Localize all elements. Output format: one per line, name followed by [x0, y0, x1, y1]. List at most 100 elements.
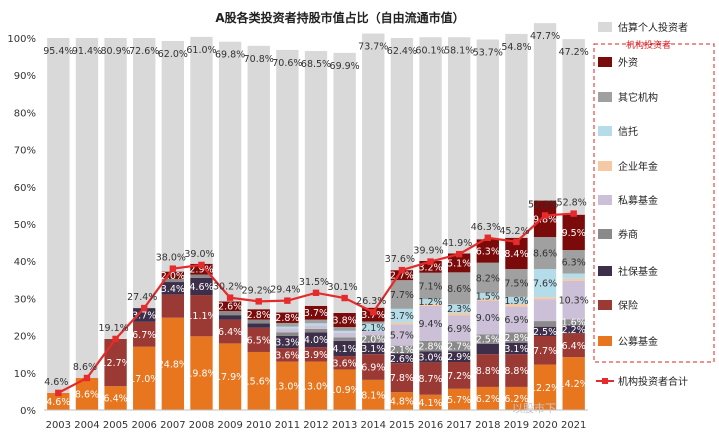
data-label: 5.7% [447, 395, 471, 406]
bar-segment [419, 37, 442, 261]
bar-segment [562, 273, 585, 279]
bar-segment [161, 282, 185, 295]
data-label: 9.5% [562, 228, 586, 239]
y-tick-label: 0% [20, 406, 36, 417]
bar-segment [333, 340, 356, 357]
data-label: 7.5% [504, 278, 528, 289]
bar-segment [304, 51, 328, 306]
data-label: 3.2% [418, 262, 442, 273]
legend-institution-box [593, 43, 715, 363]
legend-label: 机构投资者合计 [618, 375, 688, 388]
bar-segment [505, 269, 528, 297]
data-label: 6.4% [562, 341, 586, 352]
bar-segment [476, 386, 499, 410]
bar-segment [333, 337, 356, 341]
bar-segment [218, 315, 242, 320]
data-label: 8.4% [504, 249, 528, 260]
bar-segment [533, 200, 557, 238]
data-label: 6.4% [104, 394, 128, 405]
data-label: 6.3% [476, 246, 500, 257]
bar-segment [247, 319, 270, 324]
bars [47, 23, 585, 410]
data-label: 11.1% [186, 311, 216, 322]
bar-segment [505, 386, 528, 410]
legend-label: 信托 [618, 125, 638, 138]
data-label: 60.1% [415, 45, 445, 56]
data-label: 19.8% [186, 369, 216, 380]
bar-segment [390, 270, 414, 281]
total-line-label: 27.4% [127, 292, 157, 303]
bar-segment [390, 363, 414, 393]
bar-segment [104, 338, 127, 387]
bar-segment [333, 312, 356, 328]
total-line-marker [484, 234, 491, 241]
bar-segment [247, 351, 270, 410]
total-line-label: 29.4% [270, 285, 300, 296]
bar-segment [276, 49, 299, 313]
legend-swatch [598, 161, 612, 171]
bar-segment [419, 394, 442, 410]
data-label: 17.9% [215, 372, 245, 383]
y-tick-label: 40% [14, 257, 36, 268]
bar-segment [276, 322, 299, 327]
total-line-marker [312, 289, 320, 297]
bar-segment [247, 45, 270, 310]
data-label: 2.8% [418, 342, 442, 353]
y-tick-label: 10% [14, 369, 36, 380]
data-label: 62.0% [158, 49, 188, 60]
total-line-marker [513, 238, 520, 246]
data-label: 1.5% [476, 291, 500, 302]
legend-label: 券商 [618, 228, 638, 241]
x-tick-label: 2005 [103, 420, 128, 431]
bar-segment [533, 299, 557, 322]
bar-segment [247, 327, 270, 352]
data-label: 3.7% [304, 308, 328, 319]
y-tick-label: 30% [14, 294, 36, 305]
data-label: 80.9% [100, 46, 130, 57]
bar-segment [47, 38, 70, 393]
bar-segment [419, 299, 442, 304]
total-line-marker [284, 297, 291, 304]
total-line: 4.6% 8.6% 19.1% 27.4% 38.0%39.0% 30.2%29.2%29… [44, 198, 587, 397]
bar-segment [190, 36, 213, 264]
total-line-marker [455, 250, 463, 258]
bar-segment [419, 303, 442, 306]
bar-segment [362, 354, 385, 380]
data-label: 7.7% [390, 290, 414, 301]
bar-segment [505, 342, 528, 355]
legend-line-marker [602, 378, 608, 384]
bar-segment [133, 308, 156, 322]
x-tick-label: 2006 [131, 420, 156, 431]
data-label: 2.9% [189, 265, 213, 276]
bar-segment [533, 321, 557, 327]
data-label: 4.8% [390, 397, 414, 408]
bar-segment [562, 278, 585, 281]
bar-segment [276, 312, 299, 323]
bar-segment [304, 332, 328, 348]
data-label: 24.8% [158, 359, 188, 370]
bar-segment [505, 354, 528, 387]
bar-segment [47, 392, 70, 410]
bar-segment [533, 269, 557, 298]
bar-segment [218, 311, 242, 316]
data-label: 70.8% [244, 54, 274, 65]
data-label: 12.7% [100, 358, 130, 369]
bar-segment [190, 277, 213, 296]
total-line-marker [83, 374, 91, 382]
bar-segment [161, 294, 185, 318]
data-label: 2.7% [447, 342, 471, 353]
bar-segment [476, 293, 499, 299]
total-line-marker [398, 266, 406, 274]
bar-segment [276, 348, 299, 362]
bar-segment [505, 237, 528, 270]
legend-swatch [598, 336, 612, 346]
bar-segment [476, 343, 499, 355]
bar-segment [562, 357, 585, 410]
total-line-marker [169, 265, 177, 272]
total-line-marker [55, 389, 62, 397]
bar-segment [419, 305, 442, 341]
data-label: 6.7% [132, 330, 156, 341]
total-line-marker [141, 304, 148, 312]
bar-segment [133, 38, 156, 309]
bar-segment [190, 263, 213, 275]
